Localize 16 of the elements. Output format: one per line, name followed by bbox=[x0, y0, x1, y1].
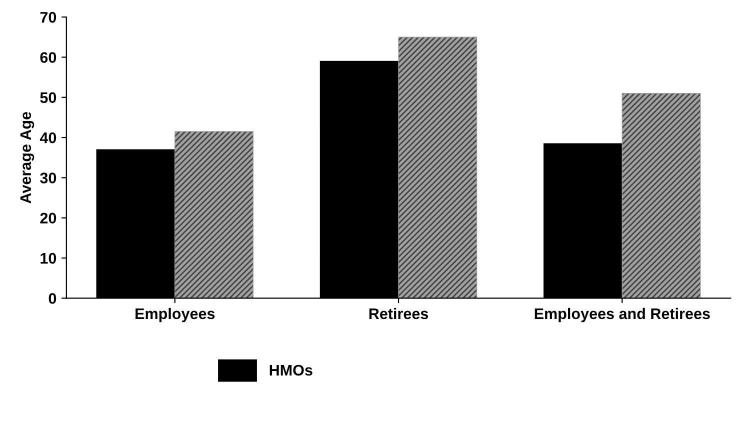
legend-label: HMOs bbox=[270, 364, 312, 376]
y-axis-title: Average Age bbox=[20, 112, 34, 204]
x-tick-label: Employees and Retirees bbox=[534, 308, 710, 322]
y-tick-label: 40 bbox=[40, 132, 56, 144]
bar bbox=[174, 131, 254, 298]
y-tick-label: 10 bbox=[40, 252, 56, 264]
y-tick-label: 50 bbox=[40, 92, 56, 104]
y-tick-label: 70 bbox=[40, 12, 56, 23]
y-tick-label: 30 bbox=[40, 172, 56, 184]
bar bbox=[398, 36, 478, 298]
x-tick-label: Employees bbox=[136, 308, 215, 322]
y-tick-label: 60 bbox=[40, 52, 56, 63]
bar bbox=[622, 93, 701, 298]
y-tick-label: 20 bbox=[40, 212, 56, 224]
y-tick-label: 0 bbox=[48, 293, 56, 304]
x-tick-label: Retirees bbox=[369, 308, 428, 320]
